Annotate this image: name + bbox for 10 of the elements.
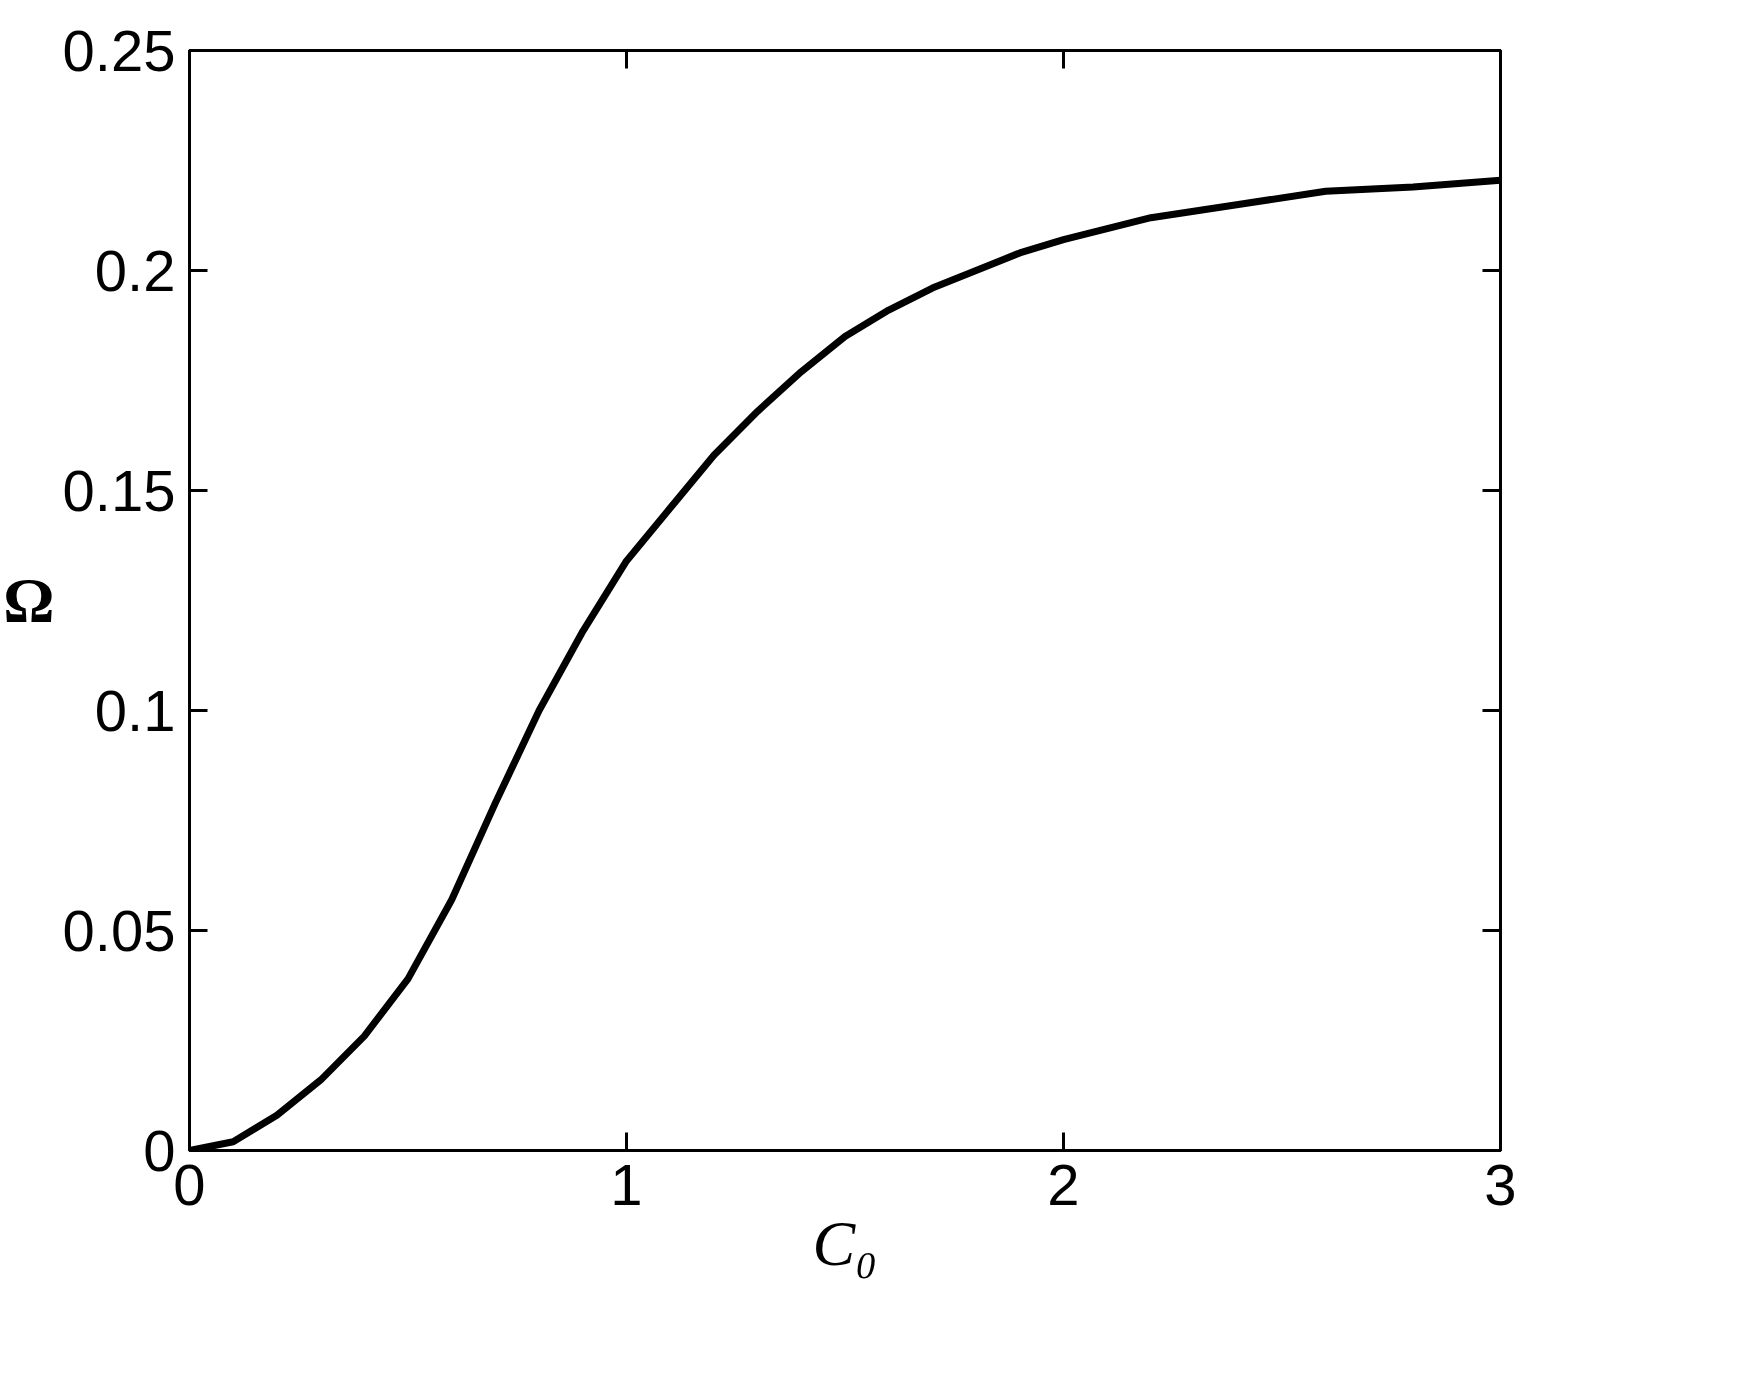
x-axis-title: C₀ — [812, 1207, 878, 1279]
y-tick-label: 0.05 — [62, 897, 176, 963]
y-tick-label: 0.2 — [94, 237, 176, 303]
y-tick-label: 0.1 — [94, 677, 176, 743]
y-tick-label: 0.25 — [62, 17, 176, 83]
y-axis-title: Ω — [3, 565, 55, 636]
x-tick-label: 3 — [1484, 1151, 1517, 1217]
x-tick-label: 1 — [610, 1151, 643, 1217]
x-tick-label: 2 — [1047, 1151, 1080, 1217]
y-tick-label: 0.15 — [62, 457, 176, 523]
